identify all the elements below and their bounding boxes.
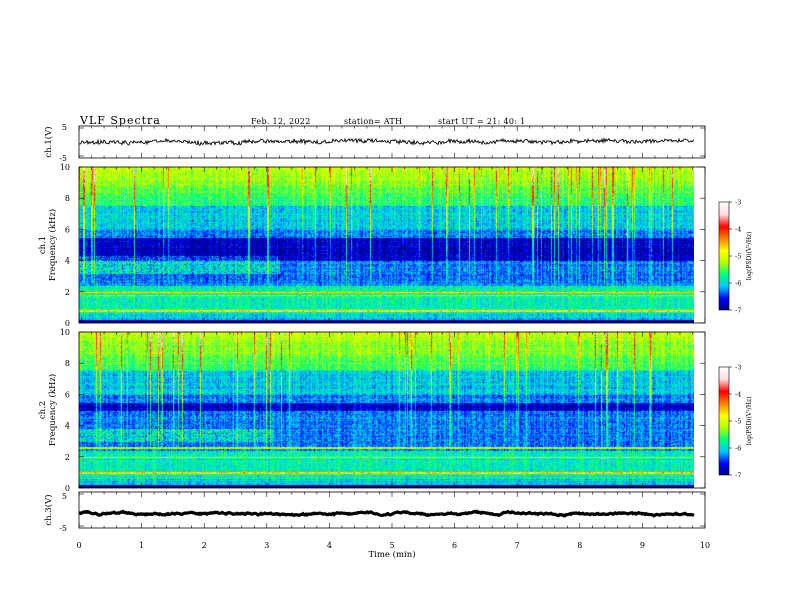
ch3-waveform-frame bbox=[78, 491, 706, 529]
x-tick-label: 5 bbox=[389, 541, 394, 550]
ch1-spectrogram-image bbox=[79, 167, 694, 323]
x-tick-label: 10 bbox=[700, 541, 710, 550]
frequency-tick-label: 10 bbox=[60, 163, 70, 172]
colorbar-tick-label: -6 bbox=[735, 445, 741, 453]
ch1-waveform-panel: 5 -5 ch.1(V) bbox=[43, 123, 706, 163]
x-tick-label: 4 bbox=[327, 541, 332, 550]
frequency-tick-label: 8 bbox=[65, 194, 70, 203]
x-tick-label: 7 bbox=[515, 541, 520, 550]
x-tick-label: 6 bbox=[452, 541, 457, 550]
frequency-tick-label: 8 bbox=[65, 359, 70, 368]
figure-title: VLF Spectra bbox=[79, 114, 161, 127]
x-tick-label: 0 bbox=[76, 541, 81, 550]
ch3-waveform-trace bbox=[78, 509, 695, 518]
colorbar-tick-label: -5 bbox=[735, 253, 741, 261]
frequency-tick-label: 6 bbox=[65, 225, 70, 234]
colorbar-tick-label: -4 bbox=[735, 391, 741, 399]
start-ut-label: start UT = 21: 40: 1 bbox=[438, 117, 525, 126]
frequency-tick-label: 4 bbox=[65, 257, 70, 266]
colorbar-tick-label: -6 bbox=[735, 280, 741, 288]
x-tick-label: 2 bbox=[202, 541, 207, 550]
ch2-colorbar bbox=[719, 367, 729, 475]
colorbar-tick-label: -5 bbox=[735, 418, 741, 426]
ch1-frequency-ylabel: Frequency (kHz) bbox=[47, 209, 58, 281]
x-axis-ticks bbox=[78, 126, 706, 528]
ch1-colorbar bbox=[719, 202, 729, 310]
frequency-tick-label: 0 bbox=[65, 319, 70, 328]
ch1-waveform-trace bbox=[78, 136, 695, 146]
ch3-waveform-ylabel: ch.3(V) bbox=[43, 494, 54, 525]
x-tick-label: 8 bbox=[577, 541, 582, 550]
x-tick-label: 3 bbox=[264, 541, 269, 550]
frequency-tick-label: 6 bbox=[65, 390, 70, 399]
colorbar-tick-label: -7 bbox=[735, 472, 741, 480]
ch1-colorbar-label: log(PSD)(V²/Hz) bbox=[746, 232, 753, 281]
x-axis-tick-labels: 0 1 2 3 4 5 6 7 8 9 10 bbox=[76, 541, 710, 550]
ch1-label: ch.1 bbox=[38, 236, 48, 254]
frequency-tick-label: 4 bbox=[65, 422, 70, 431]
ch3-ytick-top: 5 bbox=[62, 492, 67, 501]
colorbar-tick-label: -3 bbox=[735, 199, 741, 207]
x-tick-label: 9 bbox=[640, 541, 645, 550]
ch2-colorbar-label: log(PSD)(V²/Hz) bbox=[746, 397, 753, 446]
ch2-spectrogram-image bbox=[79, 332, 694, 488]
ch1-ytick-bottom: -5 bbox=[59, 154, 67, 163]
ch1-ytick-top: 5 bbox=[62, 123, 67, 132]
x-tick-label: 1 bbox=[139, 541, 144, 550]
frequency-tick-label: 2 bbox=[65, 288, 70, 297]
ch3-ytick-bottom: -5 bbox=[59, 524, 67, 533]
x-axis-label: Time (min) bbox=[368, 549, 415, 560]
frequency-tick-label: 10 bbox=[60, 328, 70, 337]
frequency-tick-label: 0 bbox=[65, 484, 70, 493]
frequency-tick-label: 2 bbox=[65, 453, 70, 462]
colorbar-tick-label: -3 bbox=[735, 364, 741, 372]
ch2-frequency-ylabel: Frequency (kHz) bbox=[47, 374, 58, 446]
colorbar-tick-label: -4 bbox=[735, 226, 741, 234]
ch2-label: ch.2 bbox=[38, 401, 48, 419]
date-label: Feb. 12, 2022 bbox=[251, 117, 311, 126]
ch1-waveform-ylabel: ch.1(V) bbox=[43, 126, 54, 157]
colorbar-tick-label: -7 bbox=[735, 307, 741, 315]
station-label: station= ATH bbox=[344, 117, 402, 126]
ch3-waveform-panel: 5 -5 ch.3(V) bbox=[43, 491, 706, 533]
